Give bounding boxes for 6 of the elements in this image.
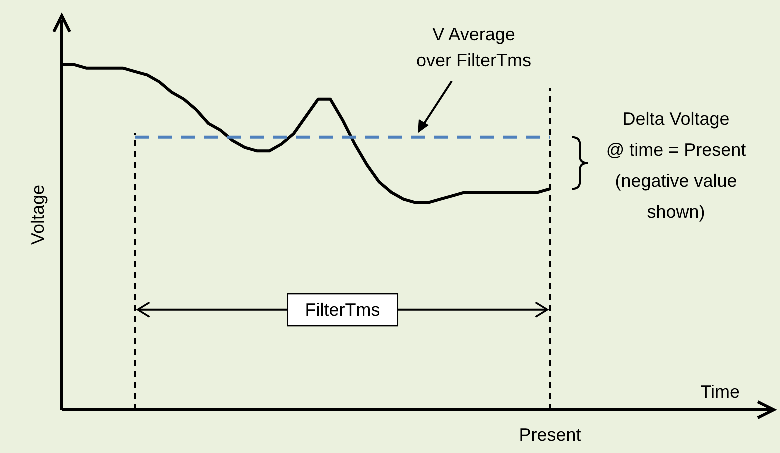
- annotation: Delta Voltage @ time = Present (negative value shown): [606, 109, 746, 222]
- annotation: FilterTms: [305, 300, 380, 320]
- y-axis-title: Voltage: [28, 184, 48, 246]
- text: Present: [519, 425, 582, 445]
- annotation: V Average over FilterTms: [416, 24, 532, 70]
- x-axis-title: Time: [700, 382, 740, 402]
